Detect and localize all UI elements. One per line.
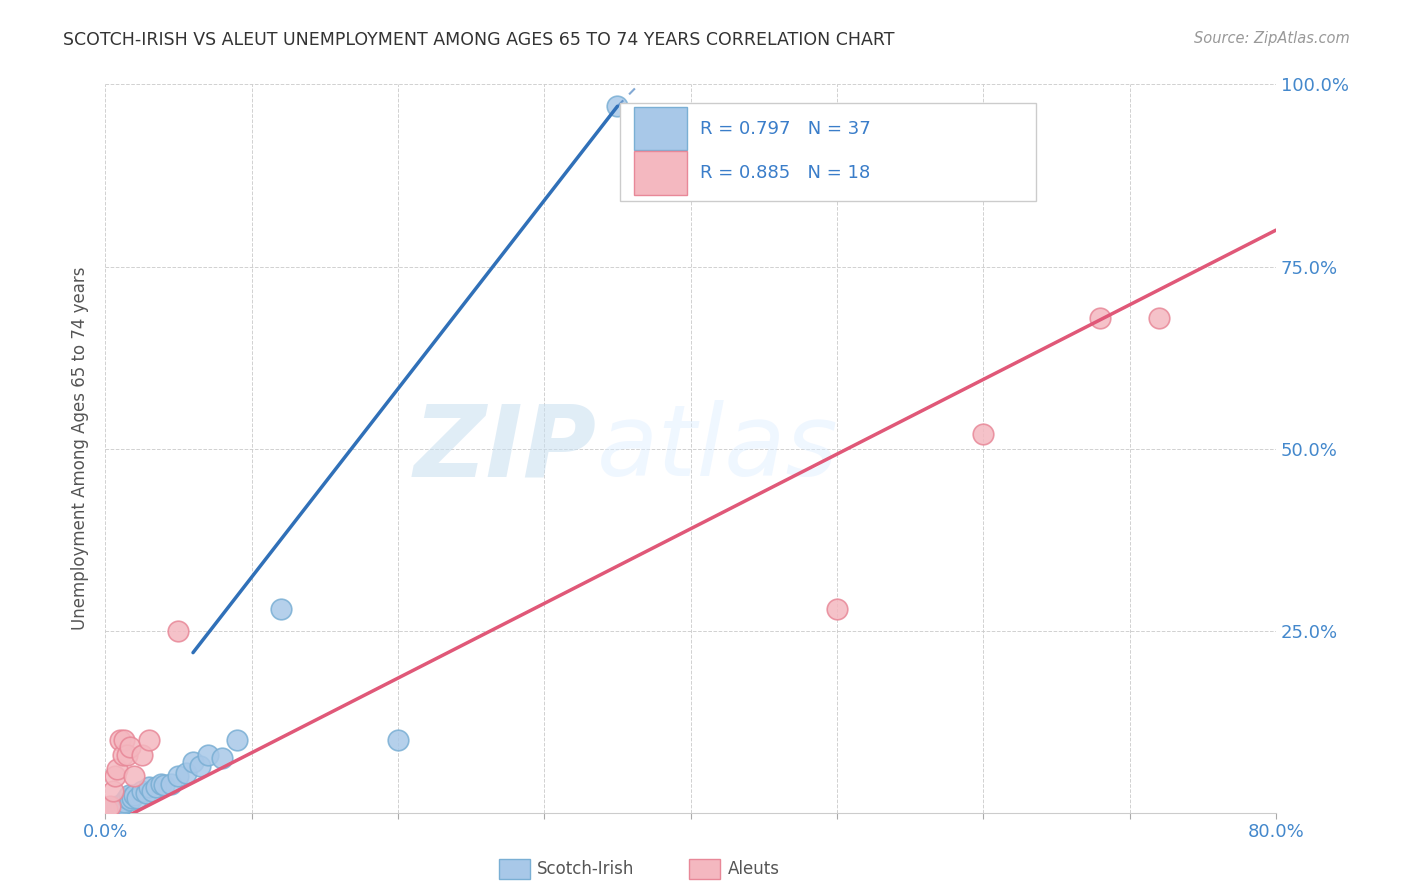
Point bbox=[188, 758, 211, 772]
Point bbox=[226, 733, 249, 747]
Point bbox=[181, 755, 204, 769]
Point bbox=[98, 798, 121, 813]
Point bbox=[115, 747, 138, 762]
Point bbox=[387, 733, 409, 747]
Point bbox=[127, 791, 149, 805]
Point bbox=[124, 788, 146, 802]
Point bbox=[115, 791, 138, 805]
Point bbox=[101, 802, 124, 816]
Point bbox=[270, 602, 292, 616]
Point bbox=[149, 777, 172, 791]
Point bbox=[111, 747, 134, 762]
Point bbox=[167, 769, 190, 783]
Point bbox=[825, 602, 848, 616]
Text: SCOTCH-IRISH VS ALEUT UNEMPLOYMENT AMONG AGES 65 TO 74 YEARS CORRELATION CHART: SCOTCH-IRISH VS ALEUT UNEMPLOYMENT AMONG… bbox=[63, 31, 894, 49]
Point bbox=[141, 784, 163, 798]
Point bbox=[120, 793, 142, 807]
Point bbox=[131, 747, 153, 762]
Point bbox=[96, 802, 118, 816]
Text: Aleuts: Aleuts bbox=[728, 860, 780, 878]
Point bbox=[108, 800, 131, 814]
Point bbox=[110, 798, 132, 813]
Point bbox=[138, 780, 160, 795]
Point bbox=[1147, 310, 1170, 325]
Point bbox=[105, 762, 128, 776]
Point bbox=[145, 780, 167, 795]
Point bbox=[117, 788, 139, 802]
Point bbox=[96, 802, 118, 816]
Text: Scotch-Irish: Scotch-Irish bbox=[537, 860, 634, 878]
Point bbox=[972, 427, 994, 442]
Point bbox=[121, 791, 143, 805]
Text: atlas: atlas bbox=[598, 401, 838, 497]
Y-axis label: Unemployment Among Ages 65 to 74 years: Unemployment Among Ages 65 to 74 years bbox=[72, 267, 89, 631]
Text: R = 0.797   N = 37: R = 0.797 N = 37 bbox=[700, 120, 870, 137]
Point bbox=[112, 795, 135, 809]
Point bbox=[105, 798, 128, 813]
Text: ZIP: ZIP bbox=[413, 401, 598, 497]
Point bbox=[138, 733, 160, 747]
Point bbox=[104, 769, 127, 783]
Point bbox=[104, 804, 127, 818]
Point bbox=[103, 800, 125, 814]
Point bbox=[197, 747, 219, 762]
Point bbox=[211, 751, 233, 765]
Point bbox=[120, 740, 142, 755]
Point bbox=[98, 802, 121, 816]
FancyBboxPatch shape bbox=[620, 103, 1036, 201]
Point bbox=[152, 778, 174, 792]
Point bbox=[606, 99, 628, 113]
Text: □: □ bbox=[510, 857, 530, 877]
Point bbox=[167, 624, 190, 638]
Text: R = 0.885   N = 18: R = 0.885 N = 18 bbox=[700, 164, 870, 182]
Point bbox=[174, 765, 197, 780]
Point bbox=[131, 784, 153, 798]
Point bbox=[111, 797, 134, 812]
Point bbox=[100, 805, 122, 820]
FancyBboxPatch shape bbox=[634, 107, 688, 151]
Text: Source: ZipAtlas.com: Source: ZipAtlas.com bbox=[1194, 31, 1350, 46]
Point bbox=[107, 802, 129, 816]
Point bbox=[135, 785, 157, 799]
Point bbox=[1090, 310, 1112, 325]
Point bbox=[112, 733, 135, 747]
FancyBboxPatch shape bbox=[634, 151, 688, 194]
Point bbox=[101, 784, 124, 798]
Point bbox=[97, 804, 120, 818]
Point bbox=[108, 733, 131, 747]
Point bbox=[160, 777, 183, 791]
Point bbox=[124, 769, 146, 783]
